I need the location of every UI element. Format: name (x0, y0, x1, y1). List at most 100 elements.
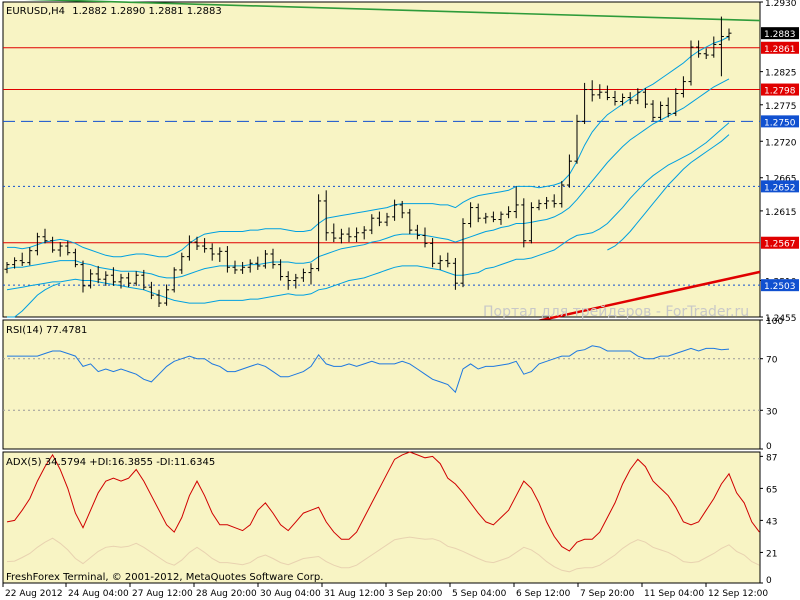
candle (513, 186, 519, 219)
time-tick-label: 3 Sep 20:00 (388, 589, 443, 599)
candle (650, 100, 656, 122)
candle (186, 235, 192, 261)
candle (612, 90, 618, 106)
price-tick-label: 1.2455 (765, 314, 797, 324)
candle (498, 211, 504, 225)
candle (209, 243, 215, 261)
rsi-axis: 100 70 30 0 (760, 317, 783, 452)
candle (376, 211, 382, 227)
candle (703, 48, 709, 60)
adx-tick-label: 0 (766, 576, 772, 586)
time-tick-label: 24 Aug 04:00 (68, 589, 129, 599)
level-tag-0: 1.2861 (764, 45, 796, 55)
candle (224, 246, 230, 273)
candle (422, 227, 428, 248)
price-tick-label: 1.2665 (765, 175, 797, 185)
candle (430, 238, 436, 268)
candle (665, 97, 671, 118)
time-tick-label: 5 Sep 04:00 (452, 589, 507, 599)
candle (285, 271, 291, 290)
time-tick-label: 12 Sep 12:00 (708, 589, 768, 599)
candle (331, 223, 337, 243)
candle (673, 88, 679, 117)
level-tag-1-bg (761, 83, 799, 96)
price-levels (3, 47, 760, 286)
adx-axis: 87 65 43 21 0 (760, 453, 777, 586)
price-tick-label: 1.2775 (765, 102, 797, 112)
candle (711, 36, 717, 58)
time-tick-label: 22 Aug 2012 (5, 589, 63, 599)
candle (202, 238, 208, 253)
copyright: FreshForex Terminal, © 2001-2012, MetaQu… (6, 572, 323, 583)
candle (19, 252, 25, 266)
candle (582, 82, 588, 125)
candle (278, 259, 284, 281)
level-tag-2: 1.2750 (764, 118, 796, 128)
candle (194, 236, 200, 251)
candle (262, 250, 268, 269)
candle (65, 240, 71, 256)
level-tag-5: 1.2503 (764, 282, 796, 292)
level-tag-0-bg (761, 41, 799, 54)
candle (620, 93, 626, 106)
candle (300, 268, 306, 282)
candle (574, 114, 580, 164)
candle (141, 269, 147, 290)
candle (148, 281, 154, 300)
rsi-panel: RSI(14) 77.4781 100 70 30 0 (2, 317, 783, 452)
candle (536, 199, 542, 211)
level-tag-2-bg (761, 115, 799, 128)
candle (80, 260, 86, 293)
candle (240, 261, 246, 274)
time-tick-label: 6 Sep 12:00 (516, 589, 571, 599)
candle (384, 212, 390, 227)
candle (164, 284, 170, 306)
candle (346, 227, 352, 243)
band-middle (6, 78, 730, 279)
adx-tick-label: 21 (766, 549, 777, 559)
candle (392, 199, 398, 221)
candle (103, 271, 109, 286)
candle (95, 265, 101, 284)
time-tick-label: 31 Aug 12:00 (324, 589, 385, 599)
candle (437, 255, 443, 270)
time-tick-label: 30 Aug 04:00 (260, 589, 321, 599)
trend-line-support (531, 270, 761, 324)
band-upper (7, 36, 730, 258)
rsi-tick-label: 30 (766, 407, 778, 417)
band-outer-lower (607, 134, 730, 251)
level-tag-3-bg (761, 180, 799, 193)
candle (57, 242, 63, 257)
time-tick-label: 28 Aug 20:00 (196, 589, 257, 599)
current-price-tag-bg (761, 27, 799, 40)
current-price-tag: 1.2883 (764, 30, 796, 40)
candle (72, 248, 78, 268)
candle (50, 236, 56, 253)
candle (42, 228, 48, 244)
watermark: Портал для трейдеров - ForTrader.ru (483, 304, 749, 320)
candle (688, 40, 694, 86)
rsi-line (7, 345, 730, 394)
candle (589, 80, 595, 102)
candle (232, 260, 238, 274)
adx-tick-label: 43 (766, 517, 777, 527)
candle (399, 200, 405, 219)
rsi-levels (3, 358, 760, 411)
candle (726, 28, 732, 41)
candle (247, 259, 253, 273)
candle (316, 194, 322, 272)
trend-lines (24, 0, 761, 324)
candle (407, 208, 413, 235)
rsi-tick-label: 70 (766, 356, 778, 366)
candle (4, 261, 10, 274)
candle (217, 247, 223, 262)
candle (635, 88, 641, 105)
rsi-title: RSI(14) 77.4781 (6, 325, 87, 336)
candle (293, 273, 299, 289)
candle (255, 256, 261, 270)
candle (133, 271, 139, 286)
candle (551, 194, 557, 208)
candle (270, 248, 276, 269)
candle (627, 92, 633, 105)
candle (559, 181, 565, 208)
